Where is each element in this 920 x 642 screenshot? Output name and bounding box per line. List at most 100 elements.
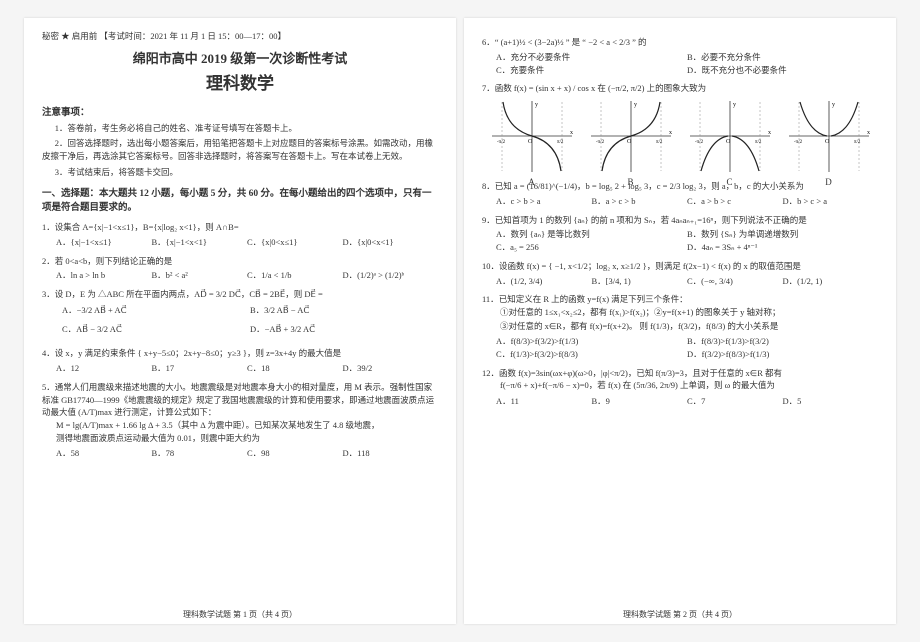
q12-opt-c: C．7	[687, 395, 783, 408]
q12-opt-b: B．9	[592, 395, 688, 408]
q11-stem: 已知定义在 R 上的函数 y=f(x) 满足下列三个条件：	[499, 294, 688, 304]
question-2: 2．若 0<a<b，则下列结论正确的是 A．ln a > ln b B．b² <…	[42, 255, 438, 283]
q12-line2: f(−π/6 + x)+f(−π/6 − x)=0，若 f(x) 在 (5π/3…	[500, 379, 878, 393]
question-10: 10．设函数 f(x) = { −1, x<1/2；log₂ x, x≥1/2 …	[482, 260, 878, 288]
q3-opt-c: C．AB⃗ − 3/2 AC⃗	[62, 323, 250, 336]
q3-opt-b: B．3/2 AB⃗ − AC⃗	[250, 304, 438, 317]
footer-right: 理科数学试题 第 2 页（共 4 页）	[464, 609, 896, 620]
q7-label-a: A	[487, 176, 577, 190]
q1-stem: 1．设集合 A={x|−1<x≤1}，B={x|log₂ x<1}，则 A∩B=	[42, 222, 239, 232]
page-right: 6．“ (a+1)½ < (3−2a)½ ” 是 “ −2 < a < 2/3 …	[464, 18, 896, 624]
q5-opt-d: D．118	[343, 447, 439, 460]
q11-opt-a: A．f(8/3)>f(3/2)>f(1/3)	[496, 335, 687, 348]
q2-opt-a: A．ln a > ln b	[56, 269, 152, 282]
q1-opt-b: B．{x|−1<x<1}	[152, 236, 248, 249]
q12-opt-d: D．5	[783, 395, 879, 408]
q6-stem: “ (a+1)½ < (3−2a)½ ” 是 “ −2 < a < 2/3 ” …	[495, 37, 647, 47]
svg-text:y: y	[535, 102, 538, 108]
q4-opt-c: C．18	[247, 362, 343, 375]
svg-text:π/2: π/2	[854, 140, 861, 145]
q11-cond-1: ①对任意的 1≤x₁<x₂≤2，都有 f(x₁)>f(x₂)；②y=f(x+1)…	[500, 306, 878, 320]
q7-graph-b: x y O -π/2 π/2 B	[586, 99, 676, 174]
q1-opt-d: D．{x|0<x<1}	[343, 236, 439, 249]
q8-opt-b: B．a > c > b	[592, 195, 688, 208]
q4-opt-d: D．39/2	[343, 362, 439, 375]
q11-cond-2: ③对任意的 x∈R，都有 f(x)=f(x+2)。 则 f(1/3)，f(3/2…	[500, 320, 878, 334]
q9-opt-a: A．数列 {aₙ} 是等比数列	[496, 228, 687, 241]
footer-left: 理科数学试题 第 1 页（共 4 页）	[24, 609, 456, 620]
svg-text:y: y	[832, 102, 835, 108]
q6-opt-a: A．充分不必要条件	[496, 51, 687, 64]
svg-text:x: x	[669, 130, 672, 136]
q10-opt-c: C．(−∞, 3/4)	[687, 275, 783, 288]
question-4: 4．设 x，y 满足约束条件 { x+y−5≤0；2x+y−8≤0；y≥3 }，…	[42, 347, 438, 375]
question-11: 11．已知定义在 R 上的函数 y=f(x) 满足下列三个条件： ①对任意的 1…	[482, 293, 878, 360]
q7-label-b: B	[586, 176, 676, 190]
question-1: 1．设集合 A={x|−1<x≤1}，B={x|log₂ x<1}，则 A∩B=…	[42, 221, 438, 249]
q9-opt-d: D．4aₙ = 3Sₙ + 4ⁿ⁻¹	[687, 241, 878, 254]
svg-text:O: O	[825, 139, 830, 145]
part1-heading: 一、选择题：本大题共 12 小题，每小题 5 分，共 60 分。在每小题给出的四…	[42, 187, 438, 216]
svg-text:-π/2: -π/2	[596, 140, 605, 145]
svg-text:y: y	[733, 102, 736, 108]
q12-stem: 函数 f(x)=3sin(ωx+φ)(ω>0，|φ|<π/2)，已知 f(π/3…	[499, 368, 782, 378]
q5-tail: 测得地震面波质点运动最大值为 0.01，则震中距大约为	[56, 432, 438, 445]
q2-opt-d: D．(1/2)ᵃ > (1/2)ᵇ	[343, 269, 439, 282]
q7-stem: 函数 f(x) = (sin x + x) / cos x 在 (−π/2, π…	[495, 83, 706, 93]
q8-opt-d: D．b > c > a	[783, 195, 879, 208]
q5-formula: M = lg(A/T)max + 1.66 lg Δ + 3.5（其中 Δ 为震…	[56, 419, 438, 432]
q9-opt-b: B．数列 {Sₙ} 为单调递增数列	[687, 228, 878, 241]
q11-opt-d: D．f(3/2)>f(8/3)>f(1/3)	[687, 348, 878, 361]
q11-opt-b: B．f(8/3)>f(1/3)>f(3/2)	[687, 335, 878, 348]
q4-opt-a: A．12	[56, 362, 152, 375]
q7-graph-a: x y O -π/2 π/2 A	[487, 99, 577, 174]
svg-text:π/2: π/2	[656, 140, 663, 145]
q7-graph-d: x y O -π/2 π/2 D	[784, 99, 874, 174]
subject-title: 理科数学	[42, 69, 438, 94]
q10-opt-d: D．(1/2, 1)	[783, 275, 879, 288]
q5-opt-c: C．98	[247, 447, 343, 460]
svg-text:π/2: π/2	[755, 140, 762, 145]
q4-opt-b: B．17	[152, 362, 248, 375]
q10-opt-b: B．[3/4, 1)	[592, 275, 688, 288]
q7-graph-c: x y O -π/2 π/2 C	[685, 99, 775, 174]
q3-opt-a: A．−3/2 AB⃗ + AC⃗	[62, 304, 250, 317]
svg-text:O: O	[528, 139, 533, 145]
q10-opt-a: A．(1/2, 3/4)	[496, 275, 592, 288]
svg-text:π/2: π/2	[557, 140, 564, 145]
q3-stem: 设 D，E 为 △ABC 所在平面内两点，AD⃗ = 3/2 DC⃗，CB⃗ =…	[55, 289, 323, 299]
q5-stem: 通常人们用震级来描述地震的大小。地震震级是对地震本身大小的相对量度，用 M 表示…	[42, 382, 434, 418]
svg-text:x: x	[867, 130, 870, 136]
q7-label-c: C	[685, 176, 775, 190]
svg-text:-π/2: -π/2	[497, 140, 506, 145]
q6-opt-c: C．充要条件	[496, 64, 687, 77]
question-3: 3．设 D，E 为 △ABC 所在平面内两点，AD⃗ = 3/2 DC⃗，CB⃗…	[42, 288, 438, 341]
q6-opt-b: B．必要不充分条件	[687, 51, 878, 64]
notice-item: 1．答卷前，考生务必将自己的姓名、准考证号填写在答题卡上。	[42, 122, 438, 135]
question-12: 12．函数 f(x)=3sin(ωx+φ)(ω>0，|φ|<π/2)，已知 f(…	[482, 367, 878, 408]
svg-text:x: x	[768, 130, 771, 136]
q2-opt-c: C．1/a < 1/b	[247, 269, 343, 282]
q2-stem: 若 0<a<b，则下列结论正确的是	[55, 256, 173, 266]
q10-stem: 设函数 f(x) = { −1, x<1/2；log₂ x, x≥1/2 }，则…	[499, 261, 801, 271]
q6-opt-d: D．既不充分也不必要条件	[687, 64, 878, 77]
q12-opt-a: A．11	[496, 395, 592, 408]
secret-line: 秘密 ★ 启用前 【考试时间：2021 年 11 月 1 日 15：00—17：…	[42, 30, 438, 42]
q7-label-d: D	[784, 176, 874, 190]
q8-opt-c: C．a > b > c	[687, 195, 783, 208]
page-left: 秘密 ★ 启用前 【考试时间：2021 年 11 月 1 日 15：00—17：…	[24, 18, 456, 624]
notice-item: 3．考试结束后，将答题卡交回。	[42, 166, 438, 179]
q1-opt-a: A．{x|−1<x≤1}	[56, 236, 152, 249]
svg-text:-π/2: -π/2	[695, 140, 704, 145]
svg-text:y: y	[634, 102, 637, 108]
exam-title: 绵阳市高中 2019 级第一次诊断性考试	[42, 48, 438, 67]
question-9: 9．已知首项为 1 的数列 {aₙ} 的前 n 项和为 Sₙ，若 4aₙaₙ₊₁…	[482, 214, 878, 254]
q8-opt-a: A．c > b > a	[496, 195, 592, 208]
q5-opt-b: B．78	[152, 447, 248, 460]
svg-text:O: O	[726, 139, 731, 145]
svg-text:-π/2: -π/2	[794, 140, 803, 145]
q3-opt-d: D．−AB⃗ + 3/2 AC⃗	[250, 323, 438, 336]
question-6: 6．“ (a+1)½ < (3−2a)½ ” 是 “ −2 < a < 2/3 …	[482, 36, 878, 76]
q11-opt-c: C．f(1/3)>f(3/2)>f(8/3)	[496, 348, 687, 361]
q4-stem: 设 x，y 满足约束条件 { x+y−5≤0；2x+y−8≤0；y≥3 }，则 …	[55, 348, 341, 358]
